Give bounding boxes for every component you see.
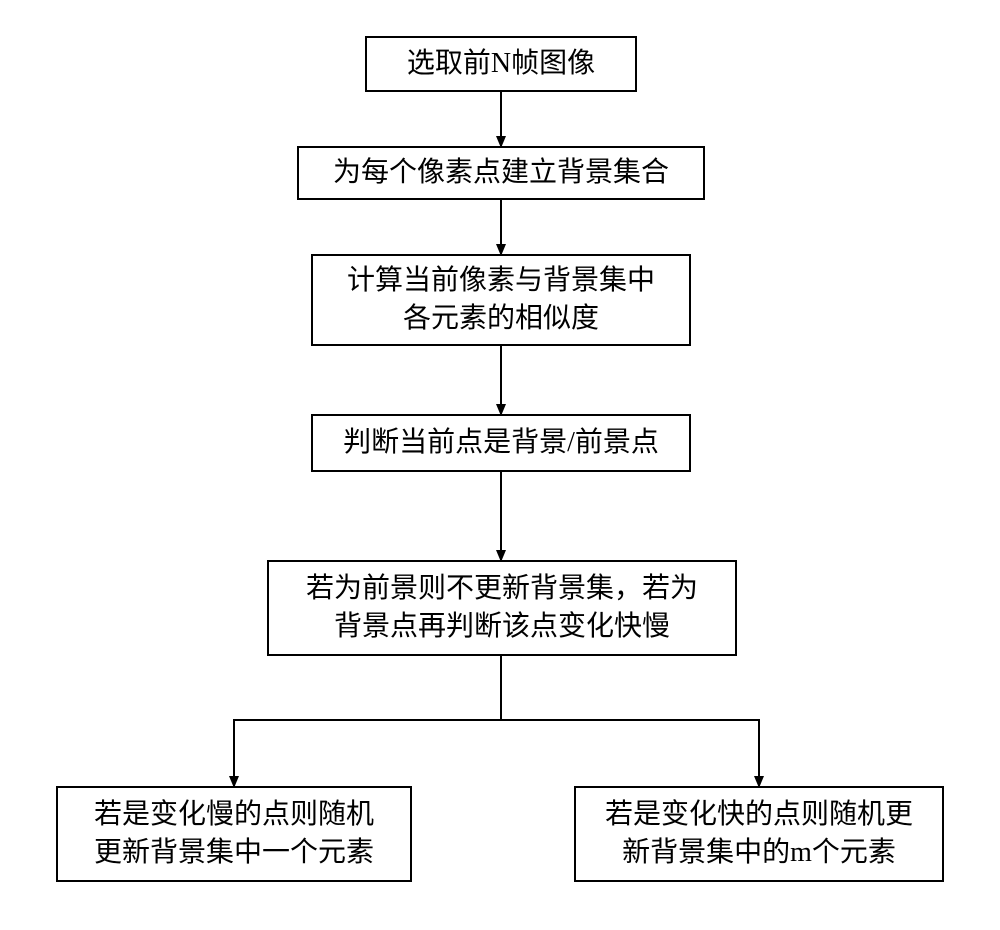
flow-node-similarity: 计算当前像素与背景集中 各元素的相似度 bbox=[311, 254, 691, 346]
flow-node-update-decision: 若为前景则不更新背景集，若为 背景点再判断该点变化快慢 bbox=[267, 560, 737, 656]
node-label: 若是变化慢的点则随机 更新背景集中一个元素 bbox=[94, 796, 374, 872]
flow-node-build-bg-set: 为每个像素点建立背景集合 bbox=[297, 146, 705, 200]
node-label: 为每个像素点建立背景集合 bbox=[333, 154, 669, 192]
node-label: 若为前景则不更新背景集，若为 背景点再判断该点变化快慢 bbox=[306, 570, 698, 646]
flow-node-fast-update: 若是变化快的点则随机更 新背景集中的m个元素 bbox=[574, 786, 944, 882]
edge-n5-n7 bbox=[501, 656, 759, 786]
node-label: 判断当前点是背景/前景点 bbox=[343, 424, 659, 462]
flow-node-slow-update: 若是变化慢的点则随机 更新背景集中一个元素 bbox=[56, 786, 412, 882]
flowchart-canvas: 选取前N帧图像 为每个像素点建立背景集合 计算当前像素与背景集中 各元素的相似度… bbox=[0, 0, 1000, 930]
node-label: 选取前N帧图像 bbox=[407, 45, 595, 83]
flow-node-select-frames: 选取前N帧图像 bbox=[365, 36, 637, 92]
node-label: 计算当前像素与背景集中 各元素的相似度 bbox=[347, 262, 655, 338]
flow-node-classify-point: 判断当前点是背景/前景点 bbox=[311, 414, 691, 472]
edge-n5-n6 bbox=[234, 656, 501, 786]
node-label: 若是变化快的点则随机更 新背景集中的m个元素 bbox=[605, 796, 913, 872]
